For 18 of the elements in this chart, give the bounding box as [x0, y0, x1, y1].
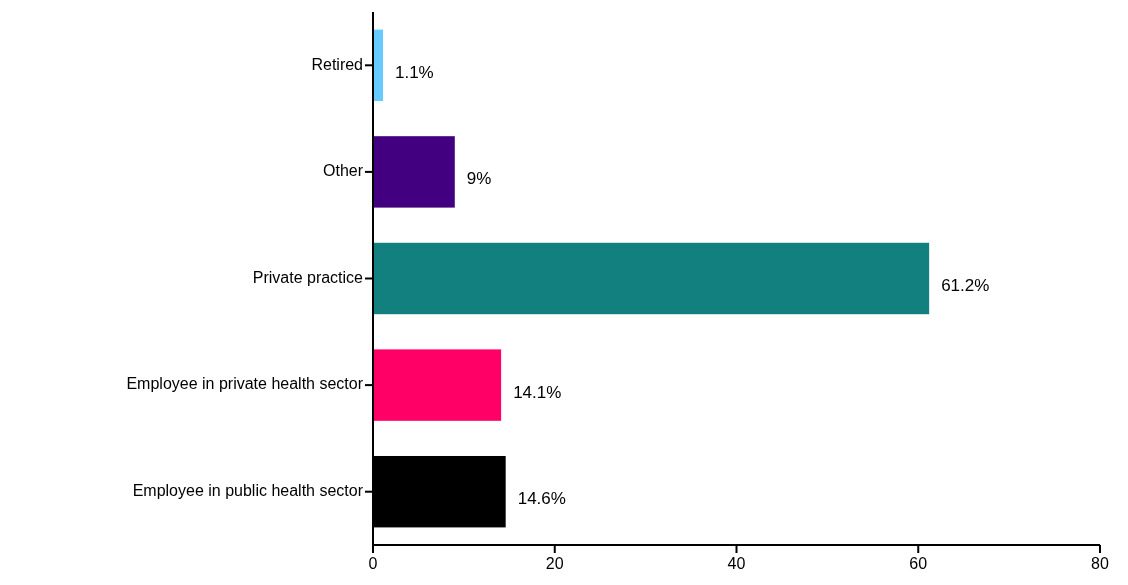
- y-tick-label: Employee in public health sector: [132, 481, 364, 499]
- y-tick-label: Retired: [311, 55, 363, 73]
- y-tick-label: Employee in private health sector: [126, 375, 364, 393]
- data-label: 14.1%: [513, 382, 562, 402]
- bar: [373, 349, 502, 421]
- x-tick-label: 80: [1091, 555, 1109, 572]
- x-tick-label: 40: [727, 555, 746, 572]
- data-label: 61.2%: [941, 275, 990, 295]
- data-label: 14.6%: [517, 489, 566, 509]
- bar: [373, 136, 455, 208]
- x-tick-label: 60: [909, 555, 928, 572]
- data-label: 1.1%: [395, 62, 434, 82]
- x-tick-label: 20: [545, 555, 564, 572]
- data-label: 9%: [466, 169, 492, 189]
- bar: [373, 242, 930, 315]
- y-tick-label: Other: [322, 162, 364, 180]
- x-tick-label: 0: [368, 555, 378, 572]
- y-tick-label: Private practice: [252, 268, 364, 286]
